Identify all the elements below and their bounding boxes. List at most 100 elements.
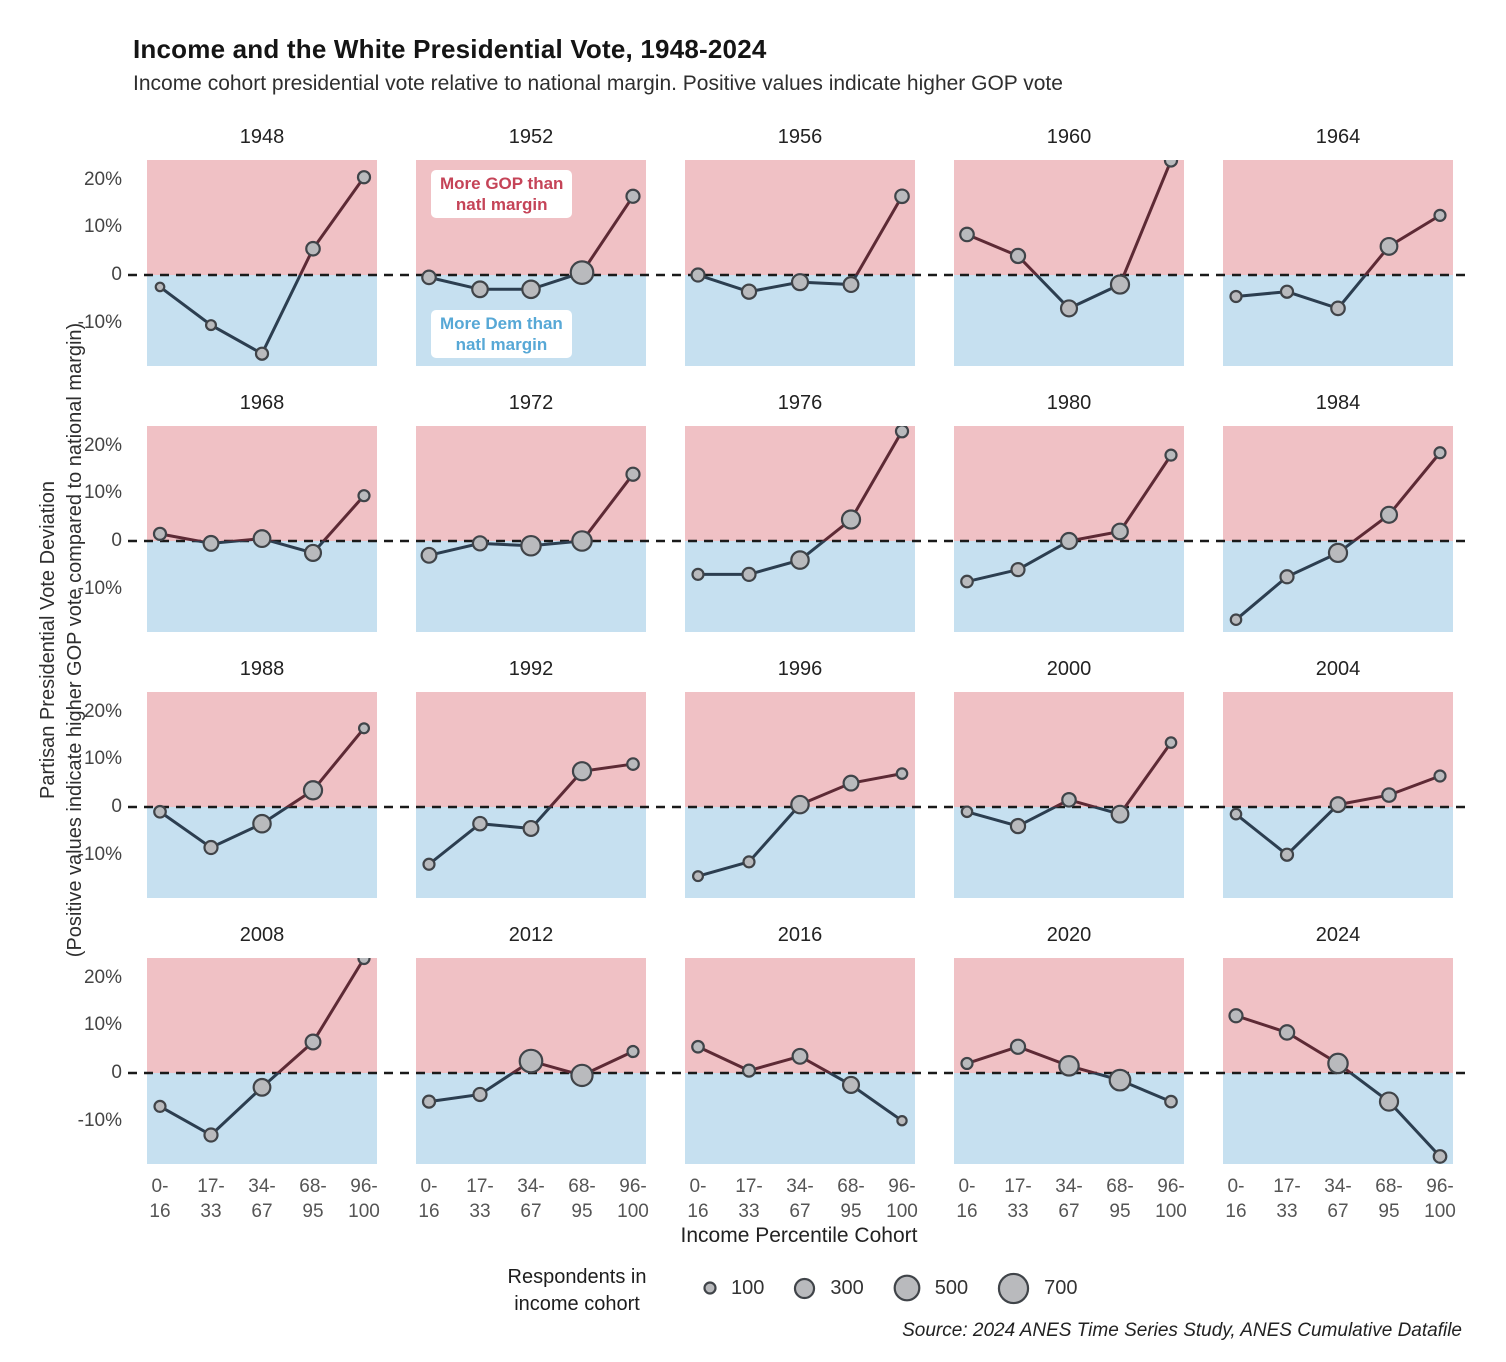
y-tick-label: -10% (77, 311, 122, 333)
data-point (625, 188, 641, 204)
panel-year-label: 1972 (508, 392, 554, 414)
data-point (842, 774, 860, 792)
trend-line-above-zero (275, 958, 366, 1073)
panel-year-label: 1960 (1046, 126, 1092, 148)
size-legend-item: 300 (792, 1276, 864, 1301)
trend-line-above-zero (548, 762, 634, 807)
data-point (569, 260, 595, 285)
x-tick-label: 68- 95 (1106, 1176, 1134, 1222)
data-point (1229, 807, 1243, 821)
x-tick-label: 17- 33 (735, 1176, 763, 1222)
gop-region (147, 958, 377, 1073)
data-point (422, 857, 436, 871)
data-point (1109, 274, 1131, 295)
data-point (153, 1099, 167, 1113)
data-point (153, 804, 167, 819)
panel-year-label: 2000 (1046, 658, 1092, 680)
trend-line-below-zero (1235, 807, 1338, 857)
trend-line-below-zero (826, 1073, 903, 1122)
x-tick-label: 17- 33 (1004, 1176, 1032, 1222)
gop-region (1223, 160, 1453, 275)
data-point (471, 535, 489, 552)
data-point (252, 1077, 272, 1097)
gop-annotation-line2: natl margin (455, 195, 548, 214)
panel-series-1968 (152, 489, 371, 562)
data-point (740, 283, 758, 300)
trend-line-below-zero (1088, 1073, 1172, 1104)
data-point (960, 805, 974, 819)
data-point (1164, 736, 1178, 749)
gop-annotation: More GOP than natl margin (431, 170, 573, 218)
y-tick-label: 20% (83, 434, 122, 456)
chart-row-1 (128, 426, 1470, 632)
data-point (626, 757, 640, 771)
y-tick-label: -10% (77, 577, 122, 599)
y-tick-label: 10% (83, 482, 122, 504)
y-tick-label: 20% (83, 966, 122, 988)
data-point (1327, 542, 1349, 564)
y-axis-title-line1: Partisan Presidential Vote Deviation (37, 481, 59, 799)
size-legend-circle (794, 1277, 816, 1299)
trend-line-above-zero (284, 727, 366, 807)
dem-region (954, 807, 1184, 898)
size-legend: 100 300 500 700 (702, 1266, 1092, 1310)
data-point (1108, 1068, 1132, 1092)
data-point (1433, 208, 1447, 222)
data-point (1059, 531, 1079, 551)
data-point (203, 839, 219, 856)
data-point (252, 813, 272, 834)
size-legend-label-line1: Respondents in (507, 1266, 647, 1288)
data-point (894, 188, 910, 205)
x-tick-label: 34- 67 (248, 1176, 276, 1222)
panel-series-1992 (422, 757, 640, 871)
dem-region (954, 275, 1184, 366)
y-tick-label: 20% (83, 168, 122, 190)
data-point (790, 794, 810, 815)
size-legend-value: 700 (1044, 1276, 1078, 1299)
gop-region (954, 160, 1184, 275)
data-point (357, 958, 371, 966)
data-point (520, 534, 542, 557)
x-tick-label: 0- 16 (1225, 1176, 1247, 1222)
trend-line-above-zero (565, 473, 635, 541)
x-tick-label: 17- 33 (197, 1176, 225, 1222)
x-tick-label: 34- 67 (786, 1176, 814, 1222)
panel-year-label: 2024 (1315, 924, 1361, 946)
x-tick-label: 68- 95 (299, 1176, 327, 1222)
data-point (1278, 1024, 1296, 1041)
data-point (421, 269, 437, 286)
data-point (842, 276, 860, 294)
data-point (254, 346, 270, 361)
data-point (421, 1094, 437, 1109)
trend-line-above-zero (1363, 214, 1441, 275)
gop-annotation-line1: More GOP than (440, 174, 564, 193)
panel-year-label: 1976 (777, 392, 823, 414)
data-point (204, 319, 218, 332)
data-point (1432, 1149, 1448, 1164)
chart-subtitle: Income cohort presidential vote relative… (133, 72, 1063, 95)
y-tick-label: -10% (77, 1109, 122, 1131)
x-tick-label: 96- 100 (1155, 1176, 1187, 1222)
trend-line-above-zero (966, 160, 1173, 275)
gop-region (147, 692, 377, 807)
panel-series-1964 (1229, 208, 1447, 317)
panel-series-1976 (691, 426, 910, 582)
dem-region (1223, 275, 1453, 366)
panel-series-1984 (1229, 446, 1447, 627)
data-point (960, 1056, 974, 1071)
panel-year-label: 2016 (777, 924, 823, 946)
panel-year-label: 1984 (1315, 392, 1361, 414)
y-tick-label: 10% (83, 1014, 122, 1036)
x-tick-label: 34- 67 (517, 1176, 545, 1222)
data-point (202, 534, 220, 552)
data-point (152, 526, 168, 541)
data-point (896, 1114, 908, 1127)
panel-series-1960 (959, 160, 1179, 318)
gop-region (685, 426, 915, 541)
panel-series-2000 (960, 736, 1178, 835)
size-legend-item: 700 (996, 1271, 1078, 1306)
y-tick-label: 0 (111, 264, 122, 285)
x-tick-label: 96- 100 (1424, 1176, 1456, 1222)
x-tick-label: 34- 67 (1055, 1176, 1083, 1222)
